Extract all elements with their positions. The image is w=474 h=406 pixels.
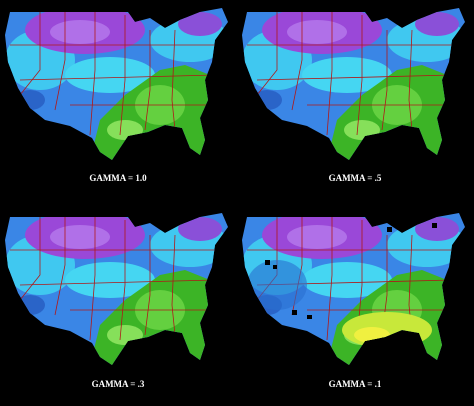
caption: GAMMA = .1	[329, 379, 382, 389]
map-panel	[237, 0, 474, 165]
map-panel	[0, 205, 237, 370]
map-panel	[0, 0, 237, 165]
caption: GAMMA = 1.0	[89, 173, 147, 183]
map-panel	[237, 205, 474, 370]
caption: GAMMA = .5	[329, 173, 382, 183]
caption: GAMMA = .3	[92, 379, 145, 389]
